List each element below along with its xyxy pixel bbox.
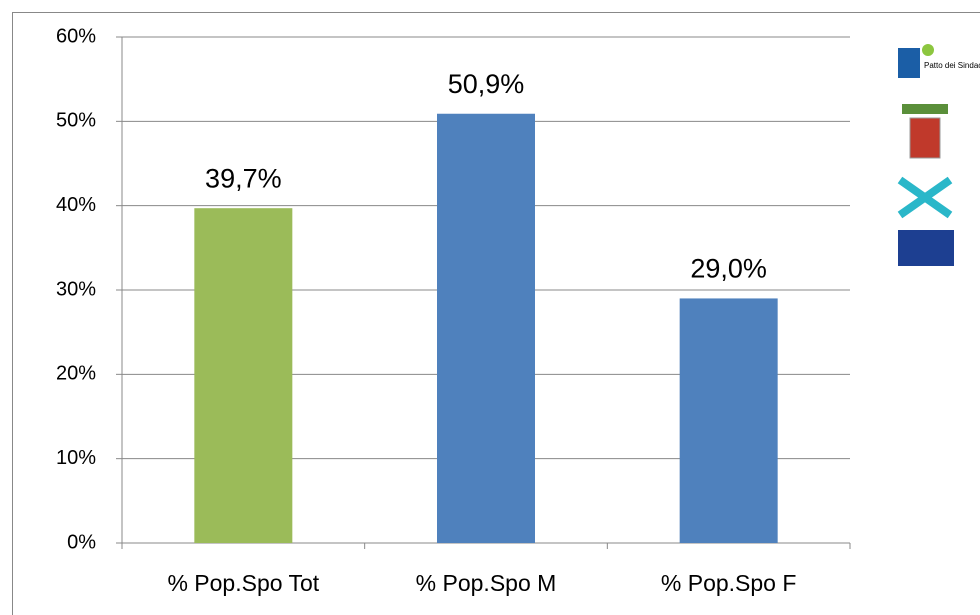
bar bbox=[194, 208, 293, 544]
y-tick-label: 30% bbox=[56, 278, 96, 300]
logo bbox=[897, 176, 953, 219]
logo bbox=[909, 117, 941, 159]
y-tick-label: 20% bbox=[56, 363, 96, 385]
y-tick-label: 60% bbox=[56, 25, 96, 47]
logo bbox=[898, 230, 954, 266]
y-tick-label: 10% bbox=[56, 447, 96, 469]
logo bbox=[922, 44, 934, 56]
bar bbox=[679, 298, 778, 543]
chart-frame bbox=[12, 12, 980, 615]
value-label: 39,7% bbox=[205, 163, 282, 193]
y-tick-label: 50% bbox=[56, 110, 96, 132]
value-label: 29,0% bbox=[690, 254, 767, 284]
bar bbox=[437, 113, 535, 543]
logos: Patto dei Sindaci bbox=[897, 44, 980, 266]
x-tick-label: % Pop.Spo F bbox=[661, 570, 797, 596]
x-tick-label: % Pop.Spo M bbox=[416, 570, 557, 596]
y-tick-label: 40% bbox=[56, 194, 96, 216]
logo bbox=[902, 104, 948, 114]
logo bbox=[898, 48, 920, 78]
y-tick-label: 0% bbox=[67, 531, 96, 553]
x-tick-label: % Pop.Spo Tot bbox=[167, 570, 319, 596]
logo-text: Patto dei Sindaci bbox=[924, 61, 980, 70]
value-label: 50,9% bbox=[448, 69, 525, 99]
